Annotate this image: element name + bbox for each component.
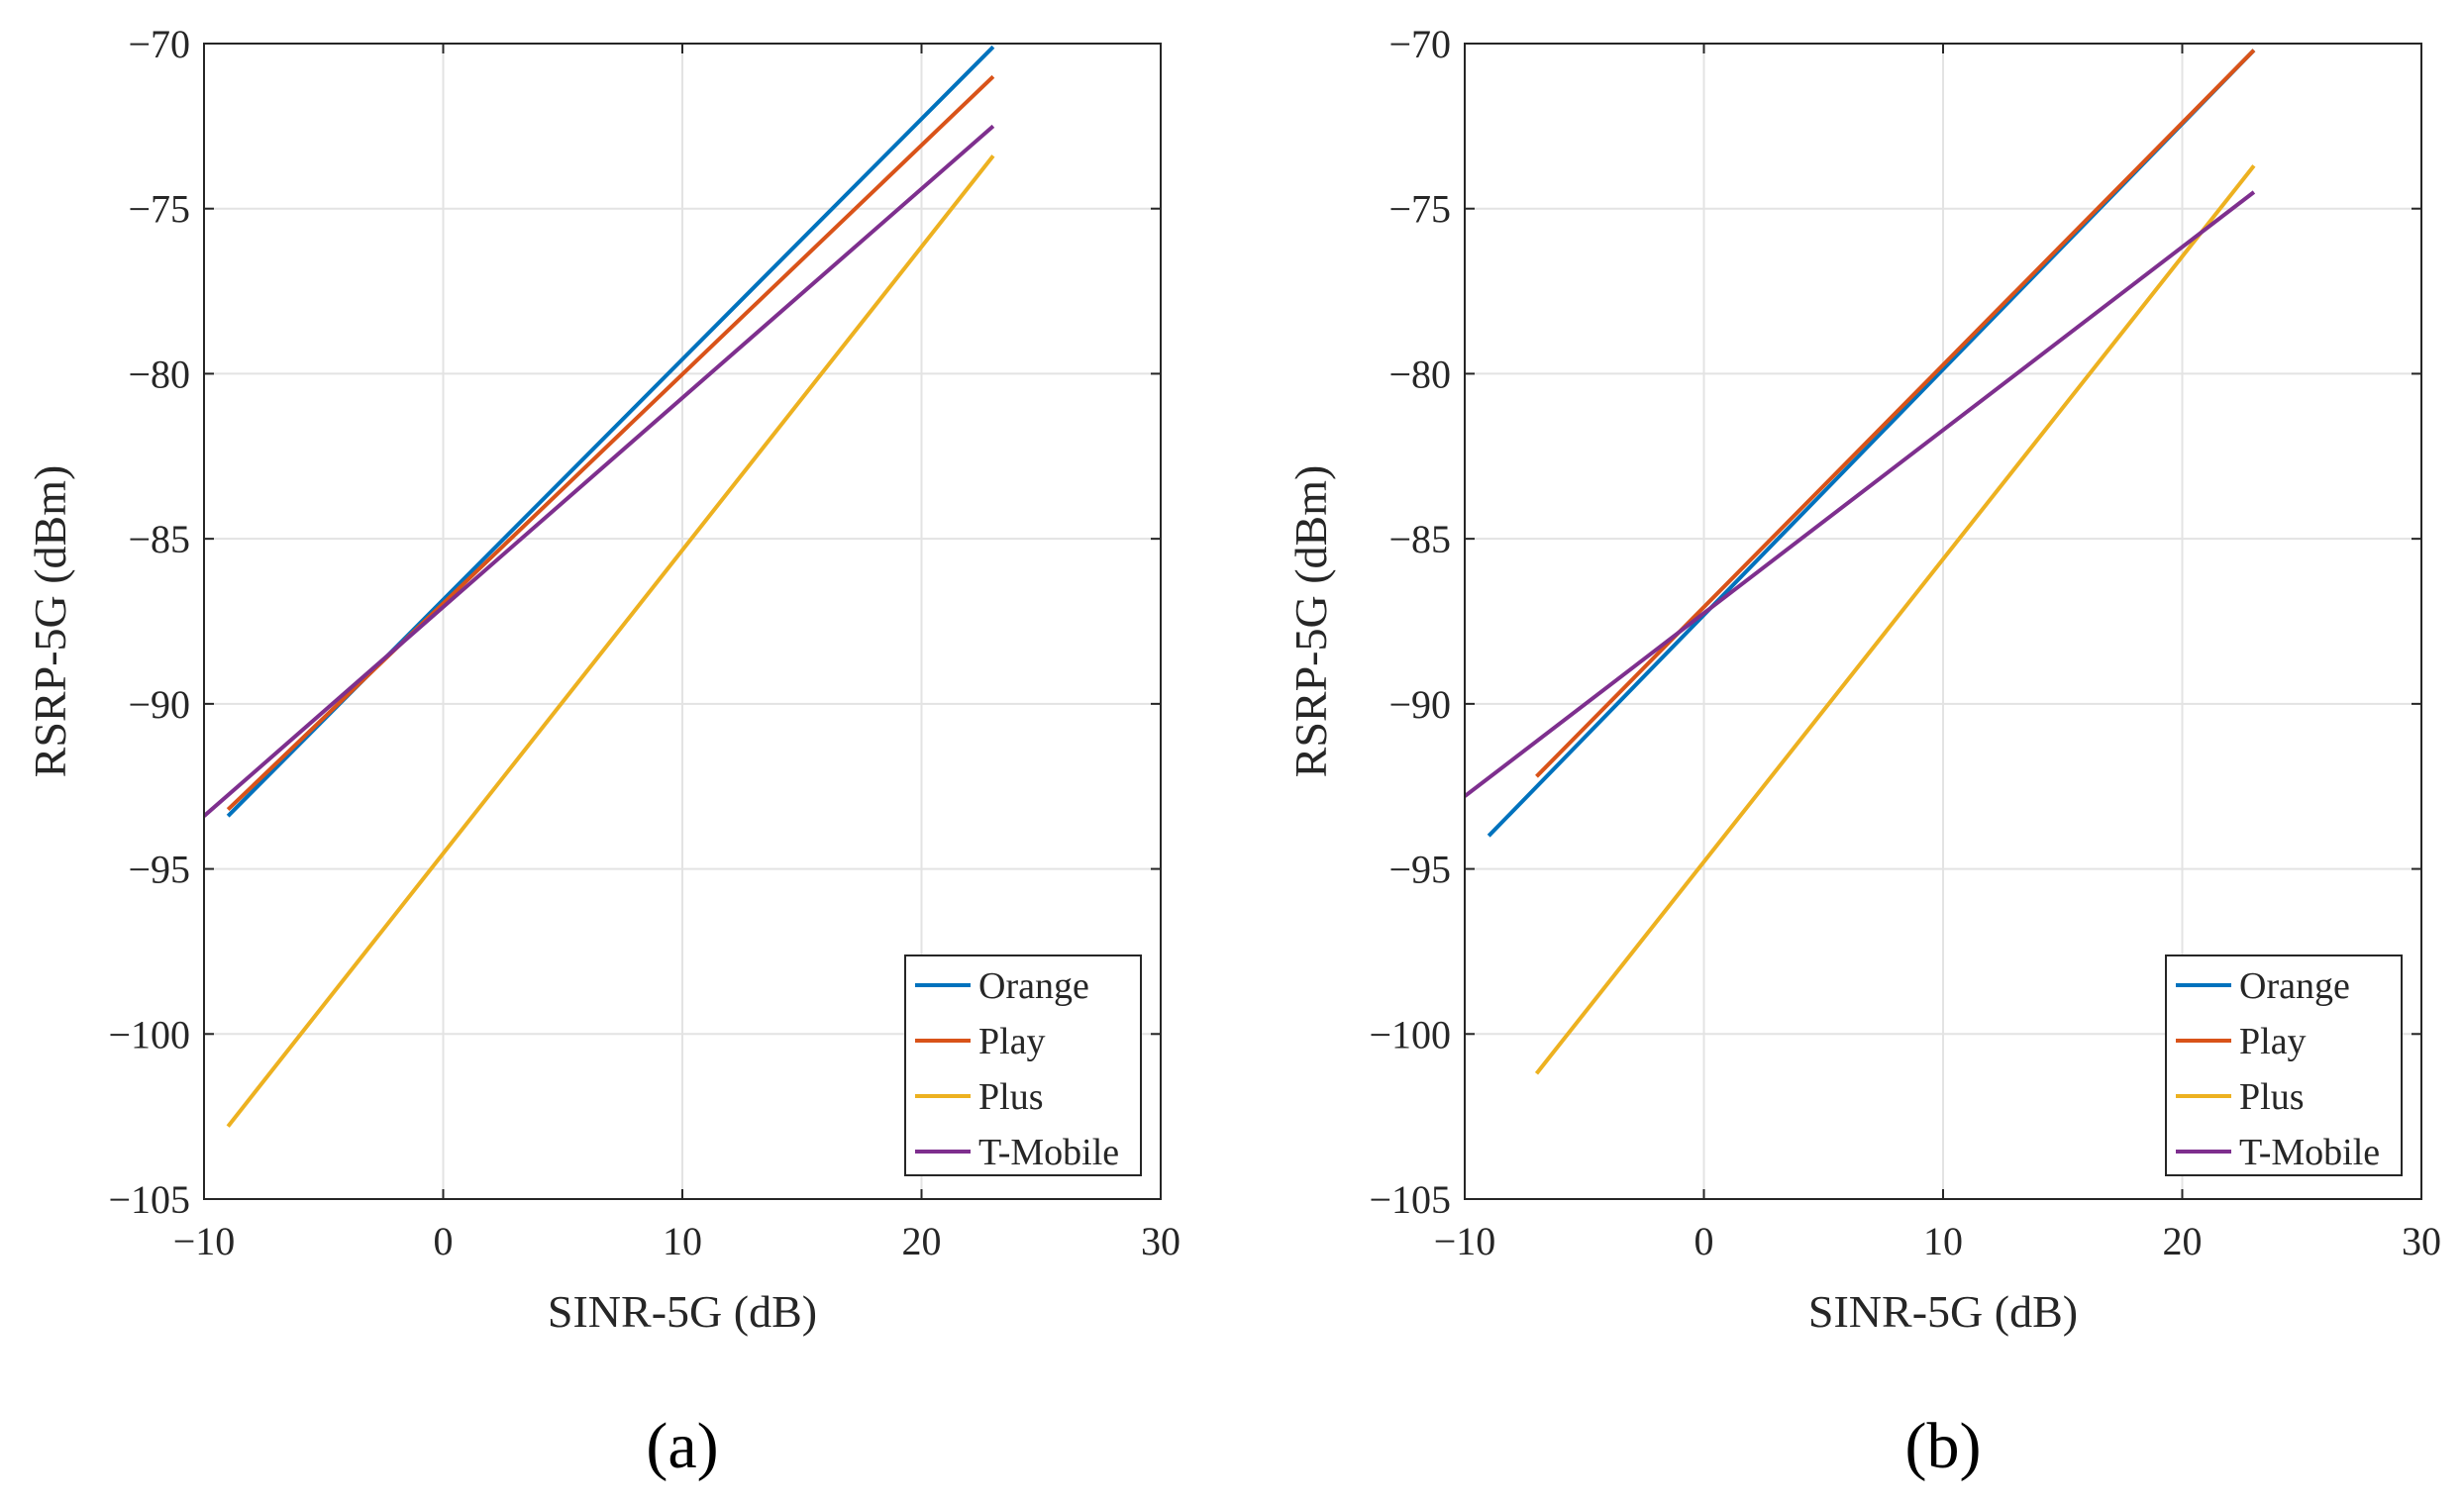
y-tick-label: −80 [1388,352,1451,396]
legend-label-orange: Orange [2239,965,2350,1007]
legend-label-plus: Plus [978,1076,1043,1118]
legend: Orange Play Plus T-Mobile [2165,954,2403,1176]
series-line-play [1535,49,2256,778]
y-tick-label: −100 [1369,1012,1451,1056]
series-line-play [226,74,995,812]
series-line-plus [1534,164,2256,1075]
legend-label-plus: Plus [2239,1076,2304,1118]
y-tick-label: −75 [128,187,190,232]
y-tick-label: −105 [108,1177,190,1222]
legend-label-t-mobile: T-Mobile [2239,1132,2380,1173]
series-line-plus [226,154,995,1128]
legend: Orange Play Plus T-Mobile [904,954,1142,1176]
panel-b: −10 0 10 20 30−70−75−80−85−90−95−100−105SINR… [1285,22,2441,1482]
series-line-t-mobile [1465,190,2256,798]
legend-label-play: Play [978,1021,1046,1062]
panel-a: −10 0 10 20 30−70−75−80−85−90−95−100−105SINR… [25,22,1181,1482]
y-axis-label: RSRP-5G (dBm) [25,465,75,778]
series-group [1465,49,2256,1075]
y-tick-label: −90 [1388,682,1451,727]
x-tick-label: 0 [434,1219,454,1263]
legend-label-t-mobile: T-Mobile [978,1132,1119,1173]
x-tick-label: 10 [663,1219,702,1263]
panel-label: (b) [1905,1410,1982,1482]
series-group [204,45,995,1128]
y-tick-label: −85 [1388,517,1451,561]
y-tick-label: −75 [1388,187,1451,232]
y-tick-label: −90 [128,682,190,727]
y-tick-label: −95 [128,848,190,892]
y-axis-label: RSRP-5G (dBm) [1285,465,1336,778]
x-tick-label: 30 [1141,1219,1181,1263]
x-tick-label: 20 [902,1219,942,1263]
x-tick-label: −10 [1434,1219,1496,1263]
x-tick-label: 20 [2163,1219,2203,1263]
y-tick-label: −105 [1369,1177,1451,1222]
x-axis-label: SINR-5G (dB) [1808,1286,2078,1337]
legend-box [2165,954,2403,1176]
legend-label-play: Play [2239,1021,2307,1062]
y-tick-label: −70 [1388,22,1451,66]
x-tick-label: 10 [1923,1219,1963,1263]
y-tick-label: −80 [128,352,190,396]
panel-label: (a) [646,1410,718,1482]
y-tick-label: −70 [128,22,190,66]
x-axis-label: SINR-5G (dB) [548,1286,817,1337]
x-tick-label: −10 [173,1219,236,1263]
y-tick-label: −85 [128,517,190,561]
series-line-t-mobile [204,124,995,818]
x-tick-label: 0 [1694,1219,1714,1263]
y-tick-label: −95 [1388,848,1451,892]
y-tick-label: −100 [108,1012,190,1056]
legend-label-orange: Orange [978,965,1089,1007]
x-tick-label: 30 [2402,1219,2441,1263]
legend-box [904,954,1142,1176]
